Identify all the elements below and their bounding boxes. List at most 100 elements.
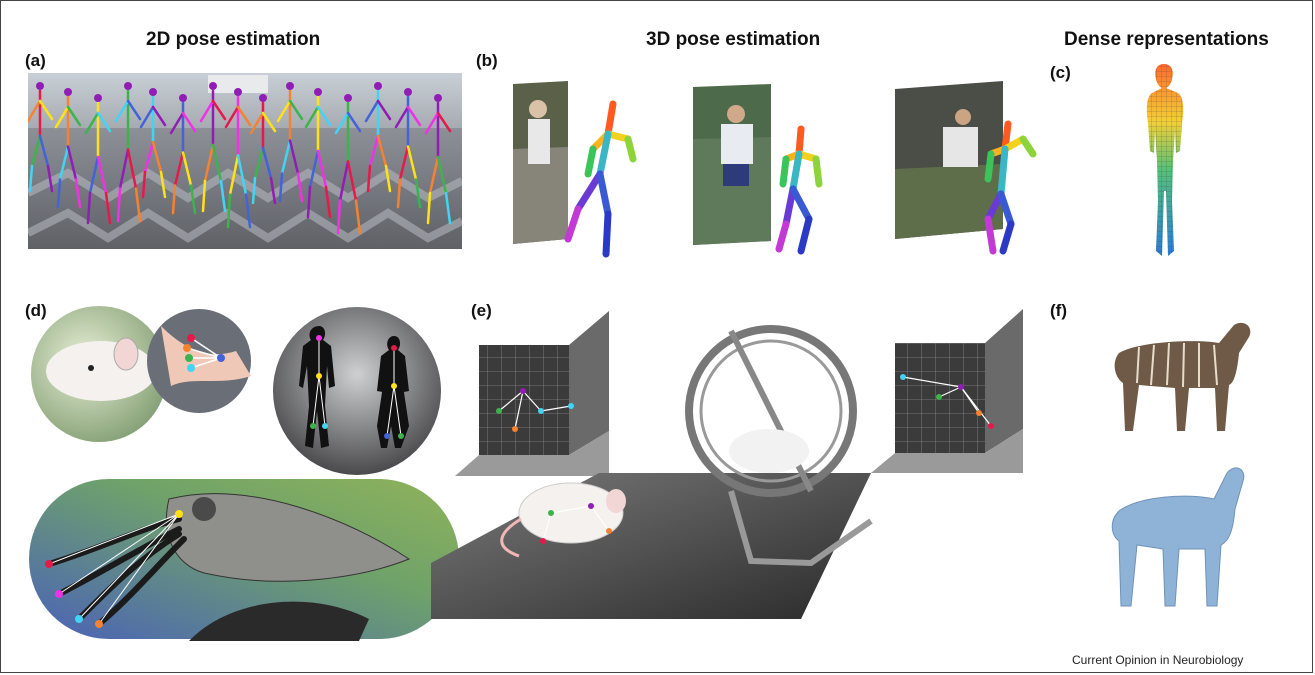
panel-label-e: (e) [471,301,492,320]
crowd-skeleton-limb [436,155,448,195]
crowd-skeleton-limb [384,164,392,193]
panel-label-a: (a) [25,51,46,70]
crowd-skeleton-limb [251,176,257,205]
crowd-skeleton-limb [406,145,418,181]
panel-label-b: (b) [476,51,498,70]
crowd-skeleton-limb [28,99,42,123]
pose3d-example-3 [893,79,1053,259]
crowd-skeleton-limb [261,111,277,133]
crowd-skeleton-limb [30,134,42,168]
heading-2d-pose: 2D pose estimation [146,29,321,50]
crowd-skeleton-limb [398,145,410,181]
crowd-skeleton-limb [151,140,163,174]
heading-dense: Dense representations [1064,29,1269,50]
crowd-skeleton-limb [316,149,328,189]
crowd-skeleton-limb [211,99,227,121]
crowd-skeleton-limb [226,193,232,229]
mouse-reach-illustration [31,306,261,446]
pose3d-example-2 [691,79,851,259]
crowd-skeleton-limb [139,105,155,129]
crowd-skeleton-limb [364,99,380,123]
crowd-skeleton-limb [134,187,142,223]
crowd-skeleton-limb [244,193,252,229]
crowd-skeleton-limb [288,139,300,175]
crowd-skeleton-limb [376,99,392,121]
crowd-skeleton-limb [118,148,130,190]
crowd-skeleton-limb [104,191,112,225]
crowd-skeleton-limb [269,176,277,205]
crowd-skeleton-limb [436,111,452,133]
crowd-skeleton-limb [169,111,185,135]
crowd-skeleton-head [344,94,352,102]
crowd-skeleton-limb [159,170,167,199]
crowd-skeleton-limb [126,148,138,190]
crowd-skeleton-limb [368,134,380,168]
crowd-skeleton-limb [288,99,304,121]
crowd-skeleton-head [64,88,72,96]
crowd-skeleton-head [314,88,322,96]
crowd-skeleton-limb [308,149,320,189]
crowd-skeleton-limb [114,99,130,123]
crowd-skeleton-head [374,82,382,90]
crowd-skeleton-head [179,94,187,102]
crowd-skeleton-limb [280,139,292,175]
crowd-skeleton-limb [249,111,265,135]
crowd-skeleton-limb [426,191,432,225]
panel-label-c: (c) [1050,63,1071,82]
crowd-skeleton-limb [38,99,54,121]
crowd-pose-image [28,73,462,249]
crowd-skeleton-limb [96,111,112,133]
crowd-skeleton-limb [366,164,372,193]
crowd-skeleton-limb [88,155,100,195]
crowd-skeleton-limb [54,105,70,129]
crowd-skeleton-limb [66,105,82,127]
crowd-skeleton-head [404,88,412,96]
crowd-skeleton-limb [219,179,227,213]
crowd-skeleton-head [149,88,157,96]
crowd-skeleton-limb [224,105,240,129]
crowd-skeleton-limb [306,185,312,219]
rodent-3d-tracking-scene [431,301,1051,631]
crowd-skeleton-limb [346,111,362,133]
crowd-skeleton-limb [203,143,215,183]
crowd-skeleton-limb [173,151,185,187]
crowd-skeleton-limb [181,151,193,187]
crowd-skeleton-limb [396,178,402,209]
crowd-skeleton-limb [86,191,92,225]
zebra-mesh [1109,451,1259,611]
crowd-skeleton-head [259,94,267,102]
crowd-skeleton-limb [276,99,292,123]
crowd-skeleton-limb [334,111,350,135]
crowd-skeleton-head [234,88,242,96]
crowd-skeleton-limb [116,187,122,223]
crowd-skeleton-limb [151,105,167,127]
crowd-skeleton-limb [338,160,350,202]
crowd-skeleton-head [434,94,442,102]
crowd-skeleton-head [209,82,217,90]
crowd-skeleton-limb [304,105,320,129]
crowd-skeleton-limb [336,199,342,235]
crowd-skeleton-limb [74,178,82,209]
dense-human-mesh [1126,61,1206,261]
crowd-skeleton-limb [394,105,410,129]
crowd-skeleton-limb [406,105,422,127]
crowd-skeleton-limb [261,146,273,180]
crowd-skeleton-limb [58,145,70,181]
pose3d-example-1 [508,79,668,259]
heading-3d-pose: 3D pose estimation [646,29,821,50]
zebra-photo [1099,313,1259,433]
crowd-skeleton-limb [201,179,207,213]
crowd-skeleton-limb [236,154,248,196]
crowd-skeleton-limb [181,111,197,133]
crowd-skeleton-limb [296,172,304,203]
crowd-skeleton-limb [38,134,50,168]
cuttlefish-illustration [29,479,459,641]
crowd-skeleton-limb [444,191,452,225]
crowd-skeleton-limb [171,184,177,215]
journal-credit: Current Opinion in Neurobiology [1072,653,1244,667]
crowd-skeleton-head [36,82,44,90]
crowd-skeleton-limb [324,185,332,219]
crowd-skeleton-limb [316,105,332,127]
panel-label-f: (f) [1050,301,1067,320]
